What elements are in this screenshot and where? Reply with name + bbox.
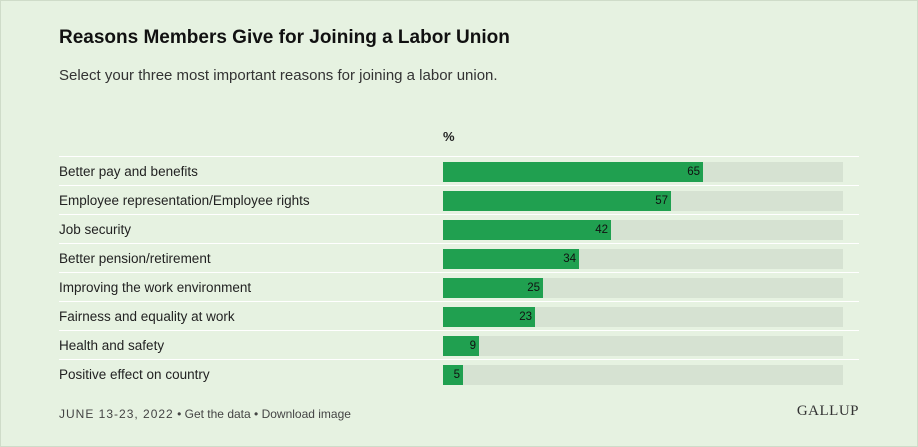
bar-track: 65 <box>443 162 843 182</box>
bar-value-label: 57 <box>655 195 668 207</box>
bar-value-label: 23 <box>519 311 532 323</box>
bar <box>443 162 703 182</box>
bar <box>443 220 611 240</box>
category-label: Improving the work environment <box>59 280 252 295</box>
chart-row: Health and safety 9 <box>59 330 859 359</box>
chart-row: Employee representation/Employee rights 5… <box>59 185 859 214</box>
category-label: Positive effect on country <box>59 367 210 382</box>
bar-value-label: 42 <box>595 224 608 236</box>
bar-chart: Better pay and benefits 65 Employee repres… <box>59 156 859 388</box>
chart-row: Improving the work environment 25 <box>59 272 859 301</box>
bar <box>443 307 535 327</box>
chart-row: Fairness and equality at work 23 <box>59 301 859 330</box>
chart-row: Better pension/retirement 34 <box>59 243 859 272</box>
bar-value-label: 25 <box>527 282 540 294</box>
category-label: Health and safety <box>59 338 165 353</box>
survey-date: June 13-23, 2022 <box>59 407 174 421</box>
bar-value-label: 5 <box>453 369 460 381</box>
bar-track: 42 <box>443 220 843 240</box>
category-label: Better pension/retirement <box>59 251 211 266</box>
chart-row: Job security 42 <box>59 214 859 243</box>
footer-separator: • <box>254 407 259 421</box>
get-data-link[interactable]: Get the data <box>184 407 251 421</box>
chart-subtitle: Select your three most important reasons… <box>59 67 498 84</box>
bar-value-label: 9 <box>469 340 476 352</box>
unit-label: % <box>443 129 455 144</box>
bar <box>443 365 463 385</box>
category-label: Better pay and benefits <box>59 164 198 179</box>
bar-track: 5 <box>443 365 843 385</box>
chart-row: Better pay and benefits 65 <box>59 156 859 185</box>
download-image-link[interactable]: Download image <box>261 407 351 421</box>
category-label: Job security <box>59 222 132 237</box>
category-label: Employee representation/Employee rights <box>59 193 310 208</box>
chart-title: Reasons Members Give for Joining a Labor… <box>59 27 510 48</box>
bar-value-label: 65 <box>687 166 700 178</box>
chart-row: Positive effect on country 5 <box>59 359 859 388</box>
footer: June 13-23, 2022 • Get the data • Downlo… <box>59 407 351 421</box>
bar <box>443 336 479 356</box>
bar <box>443 249 579 269</box>
bar-track: 9 <box>443 336 843 356</box>
category-label: Fairness and equality at work <box>59 309 235 324</box>
bar <box>443 278 543 298</box>
bar-track: 23 <box>443 307 843 327</box>
bar-track: 25 <box>443 278 843 298</box>
bar-track: 34 <box>443 249 843 269</box>
gallup-logo: GALLUP <box>796 403 859 419</box>
bar-value-label: 34 <box>563 253 576 265</box>
footer-separator: • <box>177 407 182 421</box>
bar <box>443 191 671 211</box>
bar-track: 57 <box>443 191 843 211</box>
